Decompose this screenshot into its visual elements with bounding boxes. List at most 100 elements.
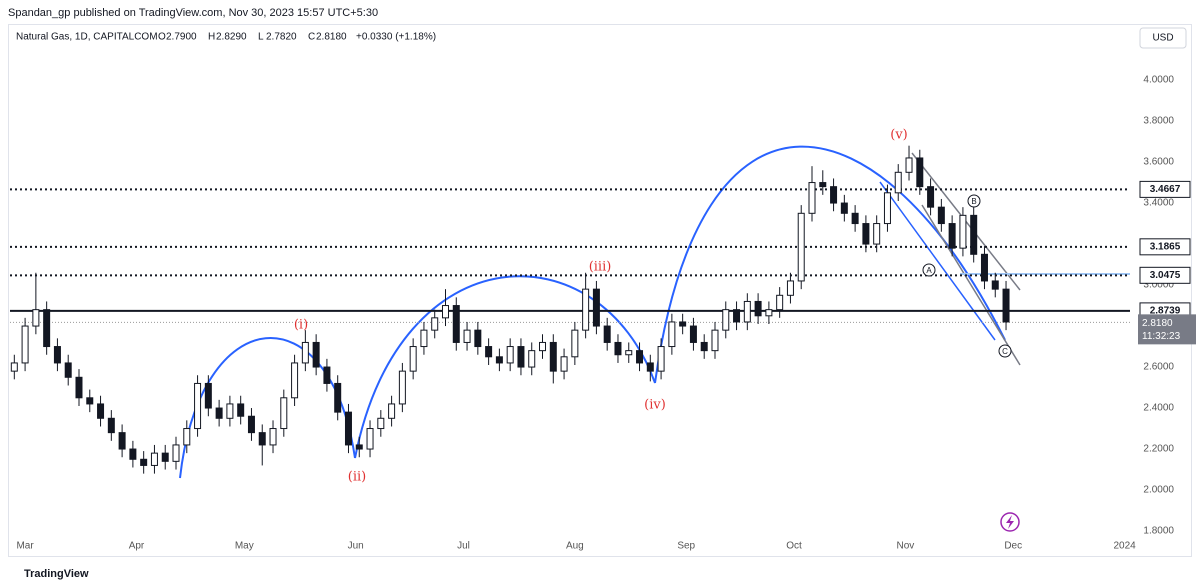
candle-body (603, 325, 611, 343)
candle-body (776, 294, 784, 311)
ohlc-legend: O 2.7900 H 2.8290 L 2.7820 C 2.8180 +0.0330 (+1.… (158, 32, 436, 43)
candle-body (10, 362, 18, 372)
candle-body (539, 341, 547, 352)
level-label: 2.8739 (1150, 306, 1181, 317)
y-tick-label: 4.0000 (1143, 75, 1174, 86)
candle-body (743, 300, 751, 323)
corrective-label: B (971, 197, 976, 206)
x-tick-label: May (235, 541, 254, 552)
arc (654, 145, 1006, 384)
x-tick-label: 2024 (1113, 541, 1136, 552)
candle-body (161, 452, 169, 462)
footer-logo: TradingView (24, 568, 89, 580)
x-tick-label: Oct (786, 541, 802, 552)
candle-body (107, 417, 115, 434)
candle-body (528, 350, 536, 368)
candle-body (485, 346, 493, 358)
y-tick-label: 2.4000 (1143, 403, 1174, 414)
candle-body (980, 253, 988, 282)
candle-body (636, 350, 644, 364)
x-tick-label: Mar (16, 541, 34, 552)
candle-body (301, 341, 309, 364)
wave-arcs (179, 145, 1006, 479)
candle-body (75, 376, 83, 399)
y-tick-label: 2.2000 (1143, 444, 1174, 455)
alert-icon[interactable] (1000, 512, 1020, 532)
legend-key: O (158, 32, 166, 43)
wave-circle (922, 263, 936, 277)
candle-body (657, 346, 665, 372)
countdown: 11:32:23 (1142, 331, 1181, 342)
candle-body (129, 448, 137, 460)
arc (354, 275, 656, 459)
legend-value: 2.7900 (166, 32, 197, 43)
candle-body (689, 325, 697, 343)
alert-bolt[interactable] (1006, 515, 1014, 529)
candle-body (32, 309, 40, 327)
candle-body (140, 458, 148, 466)
candle-body (215, 407, 223, 419)
candle-body (269, 428, 277, 446)
candle-body (204, 382, 212, 409)
wave-label: (ii) (348, 470, 366, 485)
candle-body (377, 417, 385, 430)
candle-body (398, 370, 406, 405)
candle-body (840, 202, 848, 214)
level-label: 3.1865 (1150, 241, 1181, 252)
x-tick-label: Jul (457, 541, 470, 552)
symbol: Natural Gas, 1D, CAPITALCOM (16, 32, 158, 43)
candle-body (64, 362, 72, 378)
candle-body (118, 432, 126, 450)
candle-body (808, 182, 816, 214)
candle-body (344, 411, 352, 446)
legend-key: H (208, 32, 215, 43)
candle-body (894, 171, 902, 194)
last-price-tag (1138, 314, 1196, 345)
candle-body (970, 214, 978, 255)
wave-circle (967, 194, 981, 208)
y-tick-label: 3.4000 (1143, 198, 1174, 209)
candle-body (312, 341, 320, 368)
candle-body (291, 362, 299, 399)
candle-body (334, 382, 342, 413)
candle-body (517, 346, 525, 368)
candle-body (851, 212, 859, 225)
candle-body (862, 223, 870, 245)
candle-body (722, 309, 730, 331)
x-tick-label: Jun (348, 541, 364, 552)
level-tag (1139, 180, 1191, 198)
candle-body (786, 280, 794, 296)
level-label: 3.4667 (1150, 184, 1181, 195)
currency-box[interactable] (1139, 27, 1187, 49)
legend-value: 2.7820 (266, 32, 297, 43)
candle-body (592, 288, 600, 327)
currency[interactable]: USD (1152, 33, 1173, 44)
candle-body (937, 206, 945, 225)
legend-change: +0.0330 (+1.18%) (356, 32, 436, 43)
candle-body (830, 186, 838, 204)
candle-body (700, 341, 708, 352)
candle-body (506, 346, 514, 364)
legend-value: 2.8290 (216, 32, 247, 43)
candle-body (97, 403, 105, 419)
candle-body (495, 356, 503, 364)
level-tag (1139, 266, 1191, 284)
y-tick-label: 2.0000 (1143, 485, 1174, 496)
channel (911, 152, 1021, 366)
level-label: 3.0475 (1150, 270, 1181, 281)
candle-body (420, 329, 428, 348)
x-tick-label: Dec (1004, 541, 1022, 552)
wave-circle (998, 344, 1012, 358)
candle-body (21, 325, 29, 364)
candle-body (53, 346, 61, 364)
candle-body (560, 356, 568, 372)
legend-key: L (258, 32, 264, 43)
candle-body (172, 444, 180, 462)
channel-line (921, 204, 1021, 366)
wave-label: (v) (890, 128, 908, 143)
candle-body (441, 305, 449, 319)
x-tick-label: Aug (566, 541, 584, 552)
candle-body (280, 397, 288, 430)
last-price-label: 2.8180 (1142, 318, 1173, 329)
